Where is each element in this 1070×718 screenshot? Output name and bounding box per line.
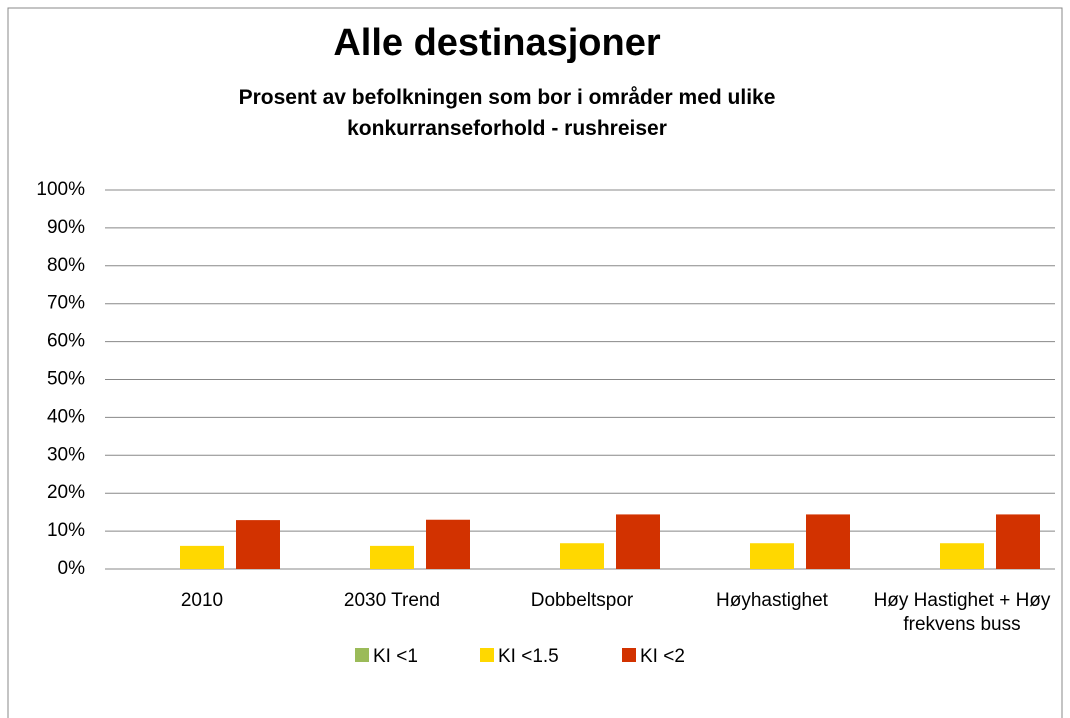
legend-swatch	[480, 648, 494, 662]
x-tick-label: 2030 Trend	[343, 590, 441, 611]
legend-label: KI <1	[373, 646, 418, 667]
x-tick-label: Høyhastighet	[716, 590, 828, 611]
legend-swatch	[355, 648, 369, 662]
bar	[236, 520, 280, 569]
legend-label: KI <2	[640, 646, 685, 667]
y-tick-label: 80%	[47, 255, 85, 276]
bar	[616, 514, 660, 569]
y-tick-label: 0%	[58, 558, 86, 579]
y-tick-label: 100%	[36, 179, 85, 200]
bar	[180, 545, 224, 569]
bar	[370, 545, 414, 569]
bar	[806, 514, 850, 569]
y-tick-label: 60%	[47, 331, 85, 352]
x-tick-label: Høy Hastighet + Høy frekvens buss	[873, 590, 1051, 635]
x-tick-label: Dobbeltspor	[530, 590, 634, 611]
y-tick-label: 20%	[47, 482, 85, 503]
bar	[940, 543, 984, 569]
y-tick-label: 50%	[47, 369, 85, 390]
y-tick-label: 40%	[47, 406, 85, 427]
chart-title: Alle destinasjoner	[333, 22, 661, 64]
bar	[750, 543, 794, 569]
legend-swatch	[622, 648, 636, 662]
chart-subtitle: Prosent av befolkningen som bor i område…	[238, 86, 776, 140]
y-tick-label: 70%	[47, 293, 85, 314]
y-tick-label: 90%	[47, 217, 85, 238]
legend-label: KI <1.5	[498, 646, 559, 667]
bar	[560, 543, 604, 569]
y-tick-label: 30%	[47, 444, 85, 465]
bar	[996, 514, 1040, 569]
y-tick-label: 10%	[47, 520, 85, 541]
bar	[426, 519, 470, 569]
x-tick-label: 2010	[180, 590, 224, 611]
chart-frame	[7, 7, 1063, 718]
